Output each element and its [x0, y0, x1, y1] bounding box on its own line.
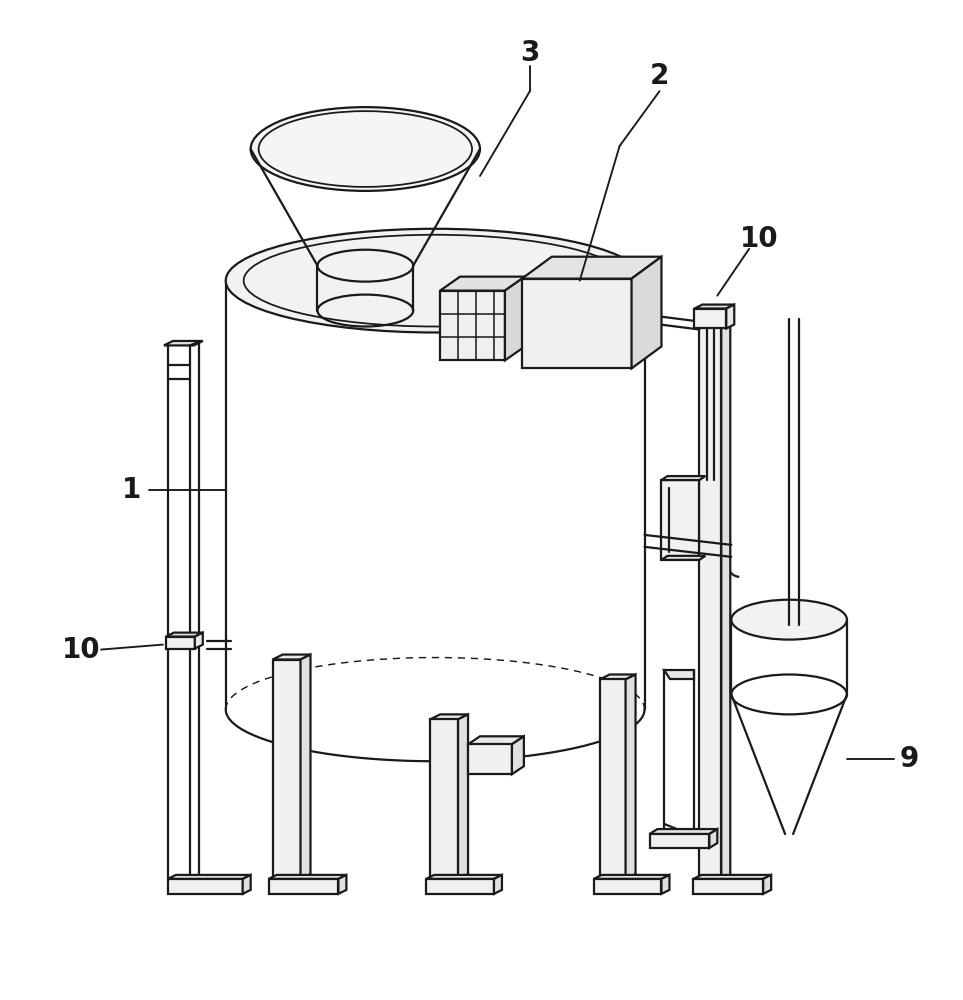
Polygon shape — [505, 277, 525, 360]
Polygon shape — [468, 736, 524, 744]
Polygon shape — [427, 879, 494, 894]
Polygon shape — [273, 660, 300, 879]
Text: 3: 3 — [520, 39, 539, 67]
Polygon shape — [699, 321, 721, 879]
Polygon shape — [440, 291, 505, 360]
Polygon shape — [693, 875, 771, 879]
Ellipse shape — [225, 229, 644, 332]
Polygon shape — [764, 875, 771, 894]
Polygon shape — [694, 305, 734, 309]
Ellipse shape — [250, 107, 480, 191]
Text: 9: 9 — [899, 745, 919, 773]
Polygon shape — [512, 736, 524, 774]
Text: 10: 10 — [740, 225, 778, 253]
Polygon shape — [693, 879, 764, 894]
Polygon shape — [632, 257, 662, 368]
Text: 2: 2 — [650, 62, 669, 90]
Polygon shape — [166, 633, 203, 637]
Polygon shape — [440, 277, 525, 291]
Polygon shape — [662, 480, 699, 560]
Polygon shape — [662, 556, 705, 560]
Polygon shape — [300, 655, 310, 879]
Polygon shape — [468, 744, 512, 774]
Polygon shape — [430, 719, 458, 879]
Polygon shape — [593, 875, 669, 879]
Polygon shape — [168, 875, 250, 879]
Polygon shape — [726, 305, 734, 328]
Polygon shape — [243, 875, 250, 894]
Polygon shape — [694, 309, 726, 328]
Polygon shape — [427, 875, 502, 879]
Polygon shape — [195, 633, 203, 649]
Polygon shape — [662, 476, 705, 480]
Polygon shape — [600, 679, 626, 879]
Polygon shape — [166, 637, 195, 649]
Polygon shape — [710, 829, 717, 848]
Polygon shape — [494, 875, 502, 894]
Text: 10: 10 — [62, 636, 100, 664]
Polygon shape — [593, 879, 662, 894]
Polygon shape — [269, 875, 347, 879]
Polygon shape — [458, 714, 468, 879]
Polygon shape — [664, 670, 694, 679]
Polygon shape — [522, 257, 662, 279]
Ellipse shape — [731, 600, 846, 640]
Polygon shape — [273, 655, 310, 660]
Text: 1: 1 — [121, 476, 141, 504]
Polygon shape — [600, 674, 636, 679]
Polygon shape — [430, 714, 468, 719]
Polygon shape — [649, 829, 717, 834]
Polygon shape — [164, 341, 203, 345]
Polygon shape — [699, 316, 730, 321]
Polygon shape — [662, 875, 669, 894]
Polygon shape — [168, 879, 243, 894]
Polygon shape — [522, 279, 632, 368]
Polygon shape — [626, 674, 636, 879]
Polygon shape — [721, 316, 730, 879]
Polygon shape — [269, 879, 338, 894]
Polygon shape — [338, 875, 347, 894]
Polygon shape — [649, 834, 710, 848]
